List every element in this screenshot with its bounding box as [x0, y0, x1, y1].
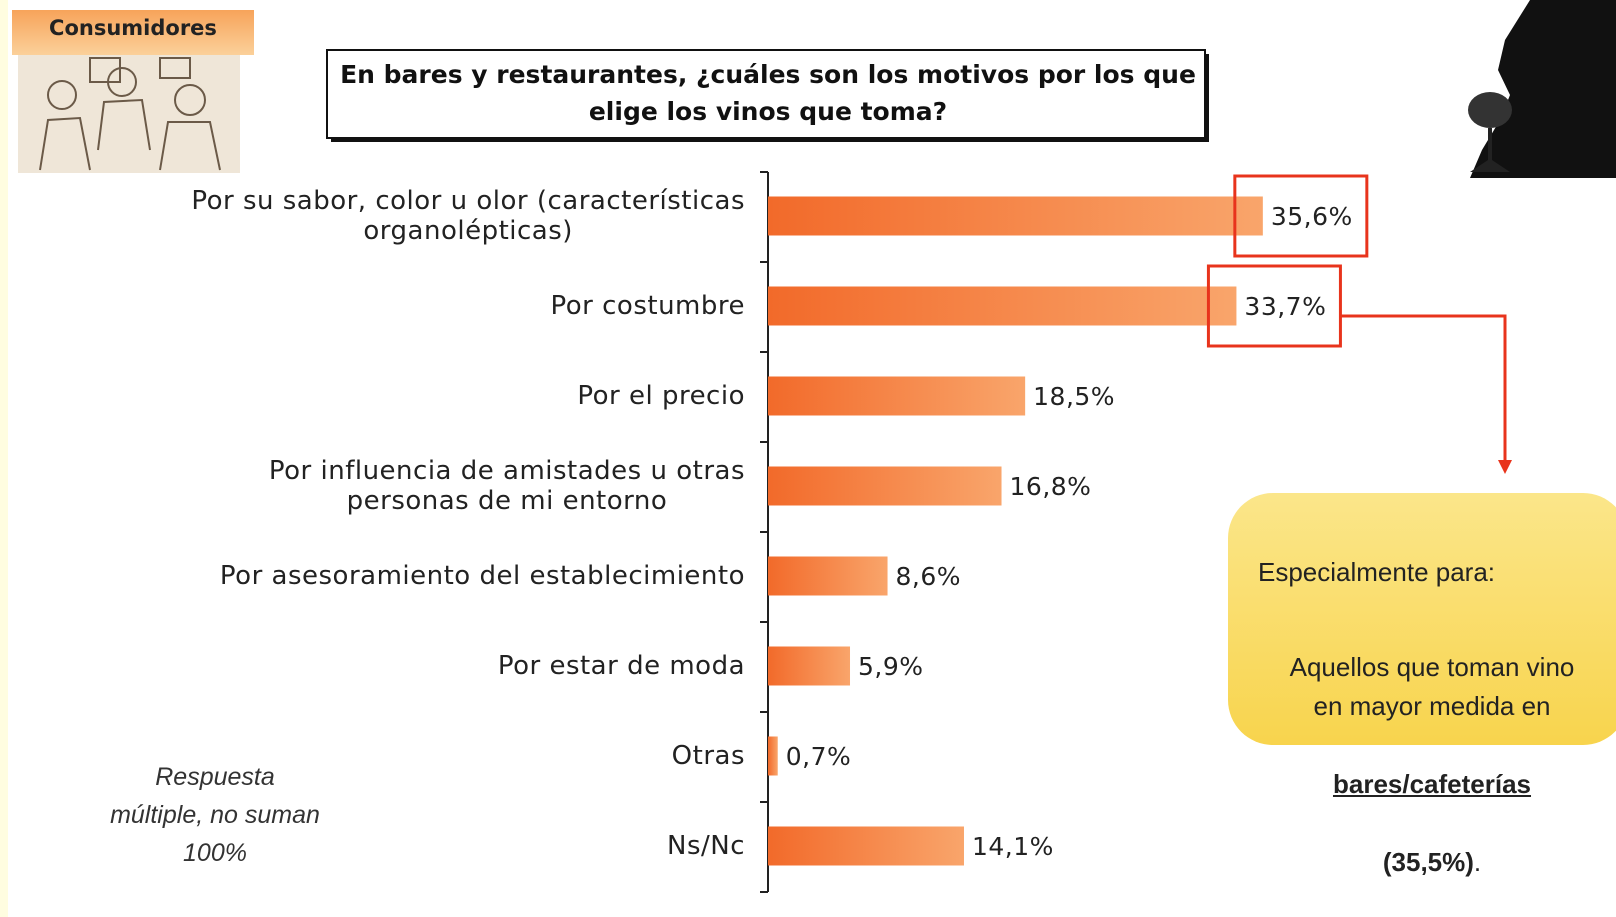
callout-end: . — [1473, 847, 1482, 877]
illustration — [18, 55, 240, 173]
value-label: 14,1% — [971, 831, 1054, 861]
category-label: Por costumbre — [550, 291, 745, 321]
silhouette — [1468, 0, 1616, 178]
value-label: 33,7% — [1244, 291, 1327, 321]
callout-text: Aquellos que toman vino en mayor medida … — [1289, 652, 1575, 721]
bar — [768, 736, 778, 776]
bar — [768, 466, 1002, 506]
bar — [768, 556, 888, 596]
callout: Especialmente para: Aquellos que toman v… — [1228, 514, 1616, 917]
category-label: Por influencia de amistades u otras pers… — [268, 456, 745, 516]
bar — [768, 646, 851, 686]
bar — [768, 286, 1237, 326]
connector — [1340, 314, 1507, 462]
value-label: 35,6% — [1270, 201, 1353, 231]
bar — [768, 826, 964, 866]
category-label: Ns/Nc — [667, 831, 745, 861]
note: Respuesta múltiple, no suman 100% — [110, 763, 320, 867]
category-label: Por estar de moda — [497, 651, 745, 681]
category-label: Por su sabor, color u olor (característi… — [191, 186, 745, 246]
arrowhead — [1498, 460, 1512, 474]
callout-heading: Especialmente para: — [1258, 557, 1496, 587]
title-box — [326, 49, 1206, 139]
value-label: 8,6% — [895, 561, 962, 591]
chart-title: En bares y restaurantes, ¿cuáles son los… — [340, 60, 1196, 126]
category-label: Otras — [671, 741, 745, 771]
callout-emphasis: bares/cafeterías — [1332, 769, 1532, 799]
callout-box — [1228, 493, 1616, 745]
value-label: 5,9% — [858, 651, 924, 681]
badge: Consumidores — [49, 16, 217, 40]
callout-figure: (35,5%) — [1382, 847, 1474, 877]
bar — [768, 376, 1026, 416]
edge — [0, 0, 8, 917]
category-label: Por el precio — [577, 381, 745, 411]
highlight-box — [1206, 264, 1342, 348]
highlight-box — [1233, 174, 1369, 258]
value-label: 0,7% — [785, 741, 852, 771]
category-label: Por asesoramiento del establecimiento — [219, 561, 745, 591]
value-label: 16,8% — [1009, 471, 1092, 501]
value-label: 18,5% — [1033, 381, 1116, 411]
badge-box — [12, 10, 254, 55]
bar — [768, 196, 1263, 236]
